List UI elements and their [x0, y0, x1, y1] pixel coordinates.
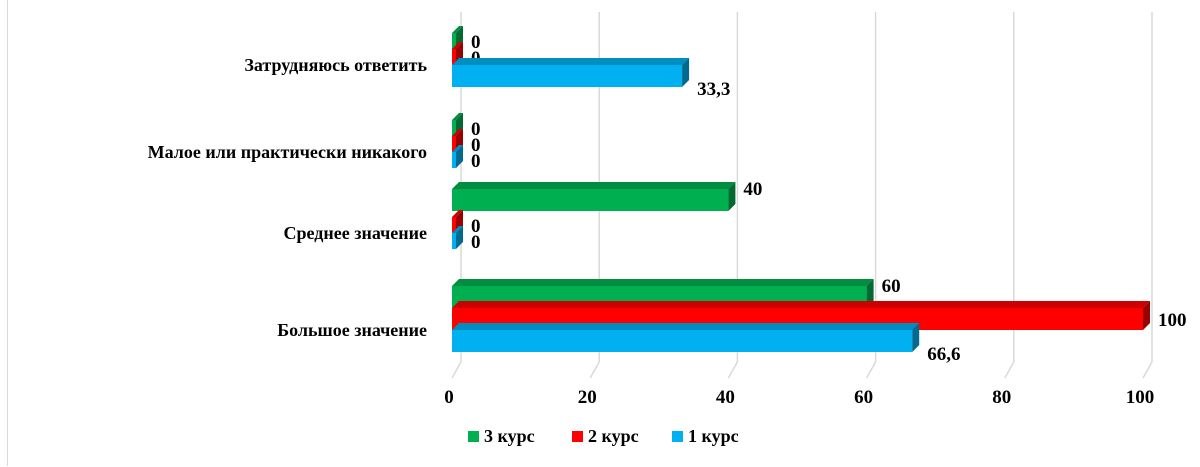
x-tick-label: 20: [578, 387, 597, 408]
bar-side: [912, 323, 920, 352]
x-tick-label: 100: [1126, 387, 1155, 408]
bar-side: [456, 145, 463, 168]
data-label: 0: [471, 216, 481, 237]
gridline-floor: [589, 361, 600, 379]
bar-top: [452, 145, 463, 152]
bar-front: [452, 189, 729, 211]
category-label: Затрудняюсь ответить: [244, 55, 427, 75]
x-tick-label: 80: [992, 387, 1011, 408]
bar-side: [1143, 301, 1150, 330]
bar-1-курс: 66,6: [452, 323, 960, 365]
legend-swatch: [468, 431, 479, 442]
legend-label: 3 курс: [484, 426, 535, 446]
bar-top: [452, 26, 463, 33]
category-label: Малое или практически никакого: [148, 142, 427, 162]
bar-top: [452, 323, 920, 330]
bar-3-курс: 40: [452, 179, 762, 211]
data-label: 0: [471, 32, 481, 53]
legend: 3 курс 2 курс 1 курс: [468, 426, 739, 446]
legend-swatch: [572, 431, 583, 442]
gridline-floor: [865, 361, 877, 379]
data-label: 0: [471, 232, 481, 253]
bar-top: [452, 58, 690, 65]
bar-1-курс: 0: [452, 226, 481, 253]
bar-front: [452, 65, 683, 87]
bar-front: [452, 136, 456, 152]
x-tick-label: 60: [854, 387, 873, 408]
bar-top: [452, 129, 463, 136]
data-label: 0: [471, 119, 481, 140]
legend-label: 2 курс: [588, 426, 639, 446]
bar-top: [452, 182, 736, 189]
bar-top: [452, 210, 463, 217]
bar-top: [452, 42, 463, 49]
x-tick-label: 0: [444, 387, 454, 408]
bar-front: [452, 217, 456, 233]
bar-side: [682, 58, 690, 87]
bar-front: [452, 330, 913, 352]
bar-front: [452, 33, 456, 49]
data-label: 0: [471, 135, 481, 156]
bar-1-курс: 33,3: [452, 58, 730, 100]
bar-top: [452, 113, 463, 120]
gridline-floor: [1004, 361, 1015, 379]
data-label: 40: [743, 179, 762, 200]
bar-1-курс: 0: [452, 145, 481, 172]
bar-top: [452, 301, 1150, 308]
bar-front: [452, 233, 456, 249]
category-label: Среднее значение: [284, 223, 427, 243]
x-tick-label: 40: [716, 387, 735, 408]
data-label: 0: [471, 151, 481, 172]
data-label: 60: [882, 276, 901, 297]
x-axis-ticks: 0 20 40 60 80 100: [444, 387, 1154, 408]
bar-front: [452, 120, 456, 136]
gridline-floor: [1142, 361, 1153, 379]
legend-item: 1 курс: [672, 426, 739, 446]
data-label: 66,6: [927, 344, 960, 365]
legend-swatch: [672, 431, 683, 442]
category-label: Большое значение: [277, 320, 427, 340]
gridline-floor: [727, 361, 739, 379]
y-axis-categories: Большое значение Среднее значение Малое ил…: [148, 55, 428, 340]
chart-frame: [7, 0, 1199, 466]
bar-side: [456, 226, 463, 249]
gridline-floor: [451, 361, 462, 379]
bar-top: [452, 226, 463, 233]
bar-front: [452, 49, 456, 65]
legend-label: 1 курс: [688, 426, 739, 446]
data-label: 100: [1158, 310, 1187, 331]
bar-front: [452, 152, 456, 168]
bar-side: [866, 279, 874, 308]
data-label: 33,3: [697, 79, 730, 100]
bar-side: [728, 182, 736, 211]
legend-item: 3 курс: [468, 426, 535, 446]
legend-item: 2 курс: [572, 426, 639, 446]
bar-top: [452, 279, 874, 286]
